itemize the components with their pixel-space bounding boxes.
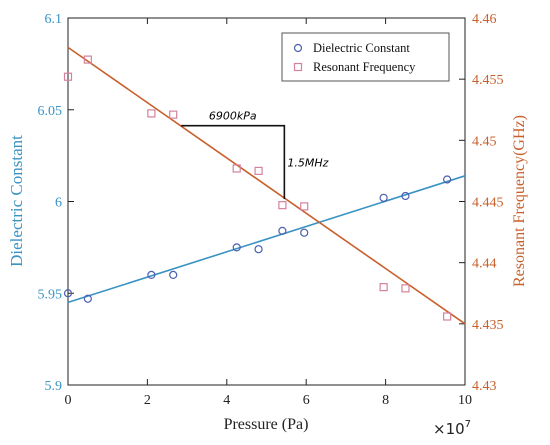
data-point-frequency (401, 284, 410, 293)
fit-line (67, 46, 466, 325)
slope-annotation: 6900kPa 1.5MHz (181, 110, 329, 200)
x-tick-label: 10 (458, 393, 472, 408)
y-right-tick-label: 4.43 (472, 379, 497, 394)
y-left-tick-label: 6.1 (45, 12, 63, 27)
y-left-tick-label: 6.05 (38, 104, 63, 119)
y-left-tick-label: 6 (55, 196, 62, 211)
x-axis-title: Pressure (Pa) (224, 416, 309, 433)
data-point-frequency (379, 283, 388, 292)
x-tick-label: 6 (303, 393, 310, 408)
fit-line (67, 175, 466, 304)
data-point-dielectric (401, 191, 410, 201)
data-point-dielectric (169, 270, 178, 279)
data-point-dielectric (147, 270, 156, 279)
x-tick-label: 2 (144, 393, 151, 408)
left-axis-ticks: 5.9 5.95 6 6.05 6.1 (38, 12, 74, 394)
right-axis-ticks: 4.43 4.435 4.44 4.445 4.45 4.455 4.46 (459, 12, 504, 394)
data-point-dielectric (83, 294, 92, 303)
data-markers (63, 55, 452, 321)
annotation-vertical-label: 1.5MHz (287, 156, 328, 169)
slope-triangle (181, 124, 286, 200)
y-left-tick-label: 5.9 (45, 379, 63, 394)
y-right-tick-label: 4.445 (472, 196, 504, 211)
data-point-frequency (63, 72, 73, 81)
y-right-tick-label: 4.44 (472, 257, 497, 272)
fit-lines (67, 46, 466, 325)
y-right-tick-label: 4.45 (472, 134, 497, 149)
data-point-frequency (254, 166, 263, 176)
data-point-frequency (169, 110, 178, 119)
legend-square-icon (293, 62, 303, 72)
data-point-frequency (278, 201, 287, 210)
legend-entry-dielectric: Dielectric Constant (313, 41, 410, 55)
y-right-tick-label: 4.435 (472, 318, 504, 333)
x-axis-ticks: 0 2 4 6 8 10 (65, 18, 472, 408)
data-point-frequency (232, 164, 241, 173)
data-point-dielectric (63, 289, 73, 298)
y-right-tick-label: 4.46 (472, 12, 497, 27)
data-point-frequency (147, 109, 156, 118)
data-point-frequency (443, 312, 452, 321)
x-tick-label: 8 (382, 393, 389, 408)
x-tick-label: 4 (223, 393, 230, 408)
x-tick-label: 0 (65, 393, 72, 408)
legend-entry-frequency: Resonant Frequency (313, 60, 416, 74)
data-point-dielectric (379, 193, 388, 202)
y-left-axis-title: Dielectric Constant (7, 135, 26, 267)
legend: Dielectric Constant Resonant Frequency (281, 32, 450, 82)
x-axis-multiplier: ×107 (433, 419, 471, 438)
legend-box (281, 32, 450, 82)
data-point-dielectric (254, 245, 263, 254)
annotation-horizontal-label: 6900kPa (209, 110, 257, 123)
data-point-dielectric (278, 226, 287, 235)
data-point-frequency (83, 55, 92, 64)
y-right-axis-title: Resonant Frequency(GHz) (511, 115, 528, 287)
data-point-dielectric (232, 243, 241, 252)
data-point-frequency (300, 202, 309, 211)
y-left-tick-label: 5.95 (38, 287, 63, 302)
legend-circle-icon (293, 43, 303, 53)
data-point-dielectric (443, 175, 452, 184)
data-point-dielectric (300, 228, 309, 237)
y-right-tick-label: 4.455 (472, 73, 504, 88)
